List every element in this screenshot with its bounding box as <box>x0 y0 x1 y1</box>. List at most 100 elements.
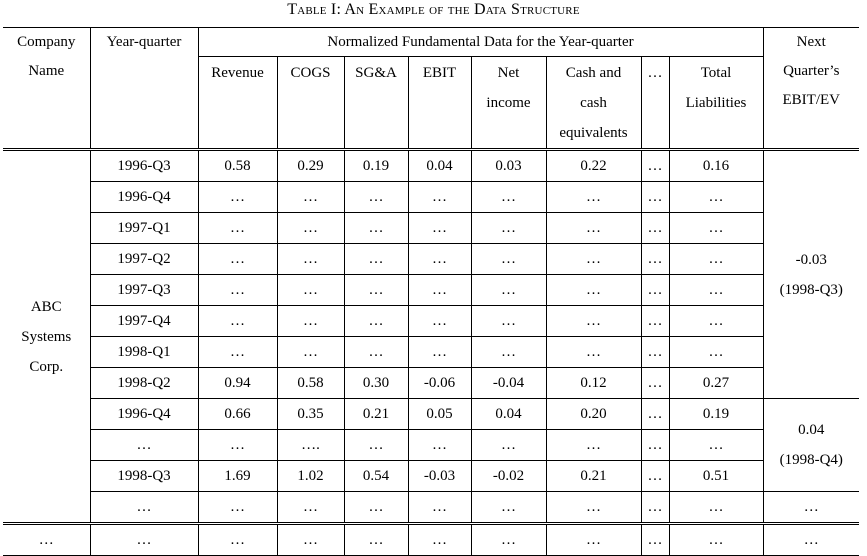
value-cell: -0.06 <box>407 367 472 399</box>
value-cell: … <box>197 336 278 368</box>
year-quarter-cell: … <box>89 491 199 524</box>
ellipsis-cell: … <box>640 429 670 461</box>
value-cell: 0.27 <box>668 367 764 399</box>
company-name-cell: ABC Systems Corp. <box>3 148 91 524</box>
value-cell: … <box>197 429 278 461</box>
ellipsis-cell: … <box>640 274 670 306</box>
value-cell: … <box>276 522 345 556</box>
value-cell: 0.51 <box>668 460 764 492</box>
ellipsis-cell: … <box>640 398 670 430</box>
value-cell: 0.12 <box>545 367 642 399</box>
year-quarter-cell: 1996-Q4 <box>89 181 199 213</box>
value-cell: … <box>545 522 642 556</box>
value-cell: … <box>470 243 547 275</box>
value-cell: … <box>343 305 409 337</box>
value-cell: … <box>545 243 642 275</box>
table-row: …………………………… <box>3 522 859 556</box>
value-cell: 0.19 <box>343 148 409 182</box>
value-cell: … <box>407 305 472 337</box>
year-quarter-cell: 1997-Q3 <box>89 274 199 306</box>
value-cell: … <box>668 491 764 524</box>
value-cell: … <box>407 181 472 213</box>
value-cell: 0.54 <box>343 460 409 492</box>
value-cell: 0.94 <box>197 367 278 399</box>
year-quarter-cell: 1998-Q1 <box>89 336 199 368</box>
cogs-header: COGS <box>276 56 345 150</box>
value-cell: … <box>407 243 472 275</box>
value-cell: 0.19 <box>668 398 764 430</box>
table-row: 1997-Q3…………………… <box>3 274 859 306</box>
value-cell: … <box>343 181 409 213</box>
value-cell: -0.03 <box>407 460 472 492</box>
value-cell: …. <box>276 429 345 461</box>
value-cell: … <box>545 181 642 213</box>
value-cell: … <box>470 491 547 524</box>
cash-header: Cash and cash equivalents <box>545 56 642 150</box>
value-cell: … <box>276 305 345 337</box>
ellipsis-cell: … <box>640 491 670 524</box>
next-quarter-ebit-ev-cell: 0.04 (1998-Q4) <box>762 398 859 492</box>
ellipsis-cell: … <box>640 243 670 275</box>
value-cell: … <box>197 522 278 556</box>
value-cell: … <box>668 522 764 556</box>
table-row: ABC Systems Corp. 1996-Q3 0.58 0.29 0.19 0.04 0.… <box>3 148 859 524</box>
ellipsis-cell: … <box>640 148 670 182</box>
value-cell: … <box>407 274 472 306</box>
table-row: 1997-Q1…………………… <box>3 212 859 244</box>
value-cell: 0.30 <box>343 367 409 399</box>
value-cell: 0.66 <box>197 398 278 430</box>
value-cell: … <box>276 336 345 368</box>
value-cell: … <box>343 212 409 244</box>
value-cell: … <box>470 429 547 461</box>
year-quarter-cell: 1996-Q4 <box>89 398 199 430</box>
value-cell: 0.21 <box>545 460 642 492</box>
year-quarter-cell: 1997-Q2 <box>89 243 199 275</box>
value-cell: … <box>343 274 409 306</box>
next-quarter-ebit-ev-cell: -0.03 (1998-Q3) <box>762 148 859 399</box>
value-cell: … <box>197 274 278 306</box>
value-cell: … <box>276 491 345 524</box>
ellipsis-cell: … <box>640 305 670 337</box>
value-cell: 0.29 <box>276 148 345 182</box>
net-income-header: Net income <box>470 56 547 150</box>
value-cell: … <box>668 305 764 337</box>
value-cell: … <box>545 336 642 368</box>
value-cell: … <box>668 243 764 275</box>
table-row: ………………………… <box>3 491 859 524</box>
value-cell: … <box>668 212 764 244</box>
table-title: Table I: An Example of the Data Structur… <box>287 1 580 18</box>
value-cell: … <box>470 181 547 213</box>
company-name-header: Company Name <box>3 27 91 150</box>
next-quarter-ebit-ev-cell: … <box>762 491 859 524</box>
value-cell: 0.21 <box>343 398 409 430</box>
value-cell: … <box>197 243 278 275</box>
value-cell: … <box>470 305 547 337</box>
value-cell: … <box>545 429 642 461</box>
value-cell: … <box>407 429 472 461</box>
value-cell: 1.02 <box>276 460 345 492</box>
ellipsis-cell: … <box>640 460 670 492</box>
revenue-header: Revenue <box>197 56 278 150</box>
value-cell: … <box>276 212 345 244</box>
value-cell: 1.69 <box>197 460 278 492</box>
value-cell: … <box>470 274 547 306</box>
value-cell: 0.16 <box>668 148 764 182</box>
year-quarter-cell: 1997-Q4 <box>89 305 199 337</box>
data-structure-table: Company Name Year-quarter Normalized Fund… <box>3 27 859 556</box>
value-cell: … <box>407 212 472 244</box>
value-cell: … <box>470 336 547 368</box>
value-cell: 0.22 <box>545 148 642 182</box>
value-cell: 0.20 <box>545 398 642 430</box>
value-cell: … <box>343 336 409 368</box>
value-cell: … <box>276 243 345 275</box>
value-cell: … <box>470 212 547 244</box>
value-cell: … <box>343 243 409 275</box>
total-liabilities-header: Total Liabilities <box>668 56 764 150</box>
year-quarter-cell: … <box>89 522 199 556</box>
value-cell: … <box>343 429 409 461</box>
value-cell: … <box>197 181 278 213</box>
value-cell: 0.58 <box>276 367 345 399</box>
ellipsis-header: … <box>640 56 670 150</box>
next-quarter-header: Next Quarter’s EBIT/EV <box>762 27 859 150</box>
company-name-cell: … <box>3 522 91 556</box>
